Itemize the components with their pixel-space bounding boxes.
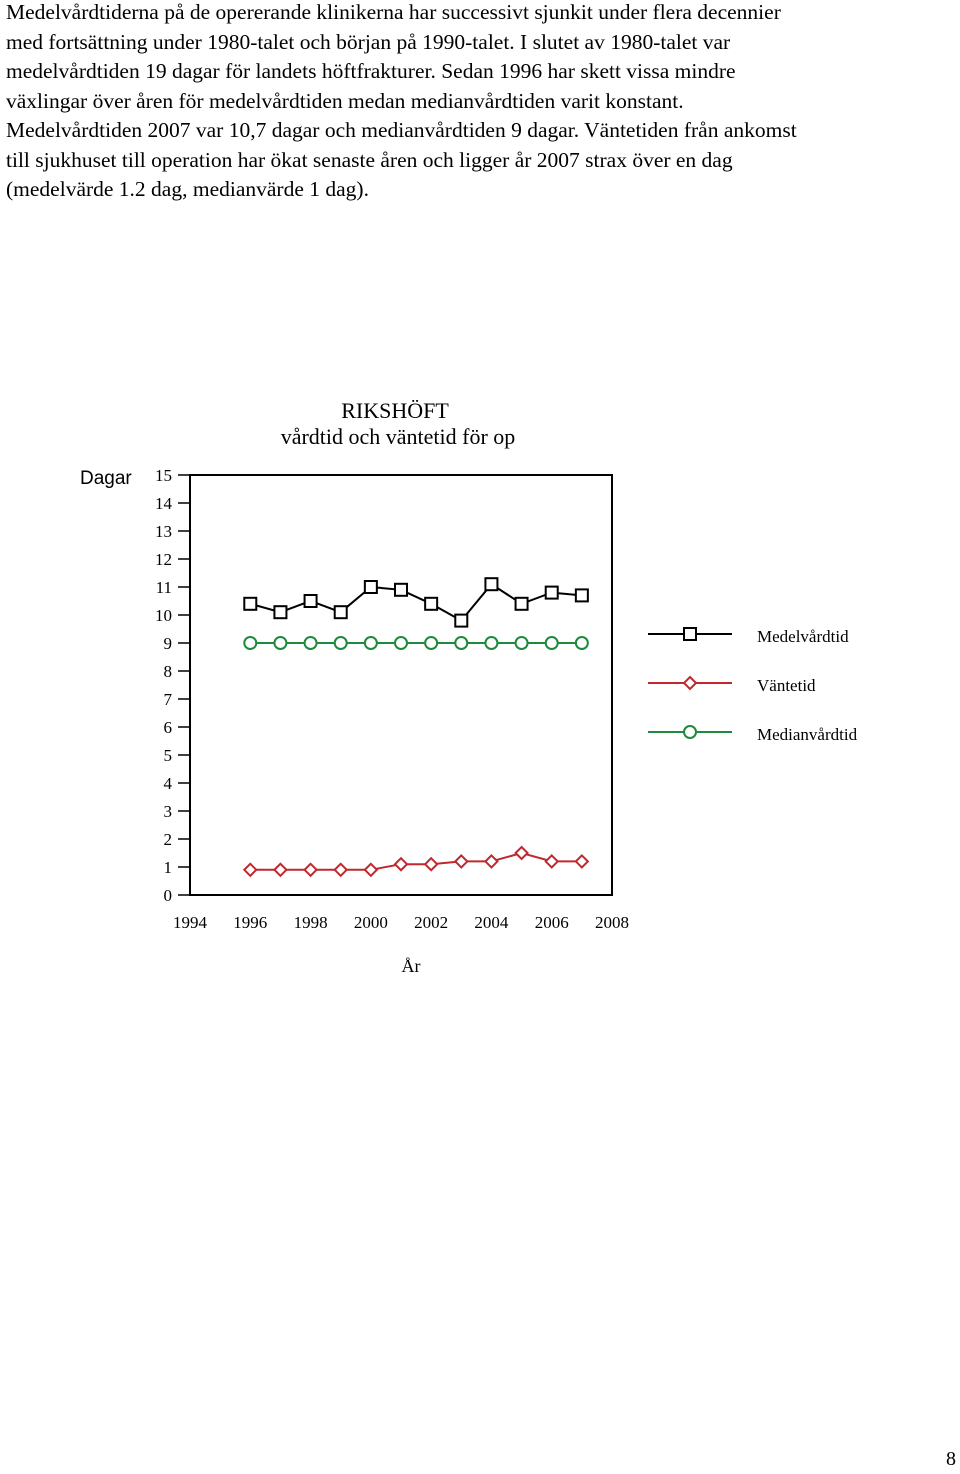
data-point (303, 862, 318, 878)
data-point (394, 636, 408, 650)
y-tick-label: 5 (164, 746, 173, 765)
legend-marker (683, 725, 697, 739)
data-point (574, 588, 589, 603)
x-axis-label: År (402, 956, 421, 976)
data-point (363, 862, 379, 878)
data-point (453, 853, 469, 869)
paragraph-line: medelvårdtiden 19 dagar för landets höft… (6, 59, 736, 83)
data-point (273, 862, 288, 878)
data-point (273, 605, 288, 620)
y-tick-label: 1 (164, 858, 173, 877)
x-tick-label: 2008 (595, 913, 629, 932)
data-point (424, 596, 439, 611)
y-tick-label: 4 (164, 774, 173, 793)
x-tick-label: 1996 (233, 913, 267, 932)
data-point (514, 596, 529, 611)
y-tick-label: 0 (164, 886, 173, 905)
data-point (423, 856, 439, 872)
y-tick-label: 2 (164, 830, 173, 849)
y-tick-label: 12 (155, 550, 172, 569)
data-point (454, 613, 469, 628)
data-point (544, 585, 559, 600)
y-tick-label: 15 (155, 466, 172, 485)
paragraph-line: växlingar över åren för medelvårdtiden m… (6, 88, 684, 113)
paragraph-line: med fortsättning under 1980-talet och bö… (6, 29, 731, 54)
paragraph-line: (medelvärde 1.2 dag, medianvärde 1 dag). (6, 177, 369, 201)
data-point (333, 862, 349, 878)
line-chart: RIKSHÖFT vårdtid och väntetid för op Dag… (80, 398, 858, 976)
x-tick-label: 2002 (414, 913, 448, 932)
paragraph-line: till sjukhuset till operation har ökat s… (6, 147, 733, 172)
data-point (574, 636, 589, 650)
x-tick-label: 2006 (535, 913, 569, 932)
data-point (303, 636, 318, 650)
page-number: 8 (946, 1448, 956, 1470)
data-point (574, 853, 590, 869)
y-tick-label: 13 (155, 522, 172, 541)
data-point (243, 636, 258, 650)
plot-frame (189, 474, 613, 896)
paragraph-line: Medelvårdtiderna på de opererande klinik… (6, 0, 781, 24)
data-point (393, 856, 409, 872)
data-point (424, 636, 439, 650)
y-tick-label: 6 (164, 718, 173, 737)
chart-title: RIKSHÖFT (341, 398, 449, 423)
data-point (514, 636, 529, 650)
data-point (514, 845, 529, 861)
data-point (394, 582, 408, 597)
series-line (250, 582, 582, 622)
y-tick-label: 14 (155, 494, 173, 513)
series-line (250, 851, 582, 871)
data-point (333, 605, 348, 620)
y-tick-label: 9 (164, 634, 173, 653)
body-paragraph: Medelvårdtiderna på de opererande klinik… (6, 0, 954, 205)
data-point (454, 636, 469, 650)
legend-label: Väntetid (757, 676, 816, 695)
legend-marker (683, 627, 697, 641)
x-tick-label: 2004 (474, 913, 509, 932)
data-point (303, 594, 318, 608)
x-tick-label: 2000 (354, 913, 388, 932)
data-point (484, 636, 499, 650)
data-point (544, 853, 560, 869)
data-point (333, 636, 348, 650)
data-point (484, 853, 499, 869)
legend-label: Medelvårdtid (757, 627, 849, 646)
data-point (242, 862, 258, 878)
data-point (243, 596, 258, 611)
chart-subtitle: vårdtid och väntetid för op (281, 424, 516, 449)
data-point (273, 636, 288, 650)
y-axis-label: Dagar (80, 468, 132, 489)
legend-marker (682, 675, 698, 691)
data-point (484, 577, 499, 592)
data-point (363, 636, 378, 650)
x-tick-label: 1994 (173, 913, 208, 932)
x-tick-label: 1998 (294, 913, 328, 932)
data-point (363, 580, 378, 594)
legend-label: Medianvårdtid (757, 725, 858, 744)
data-point (544, 636, 559, 650)
y-tick-label: 10 (155, 606, 172, 625)
y-tick-label: 11 (156, 578, 172, 597)
y-tick-label: 3 (164, 802, 173, 821)
y-tick-label: 7 (164, 690, 173, 709)
y-tick-label: 8 (164, 662, 173, 681)
paragraph-line: Medelvårdtiden 2007 var 10,7 dagar och m… (6, 118, 797, 142)
